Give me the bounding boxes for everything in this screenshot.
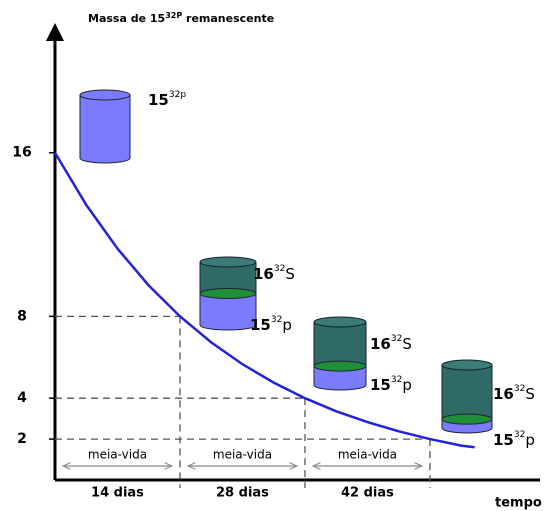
cylinder-p-top [199,288,257,299]
interval-label: meia-vida [213,448,272,462]
interval-time: 14 dias [91,486,144,501]
label-part: 32 [274,264,285,274]
sulfur-label: 1632S [493,384,535,403]
label-part: 15 [250,316,271,334]
label-part: p [402,376,412,394]
label-part: 32p [169,90,186,100]
label-part: 15 [370,376,391,394]
cylinder-p-top [441,413,493,425]
phosphorus-label: 1532p [370,375,412,394]
y-tick-label: 16 [12,145,31,161]
cylinder-p [313,365,367,391]
phosphorus-label: 1532p [148,90,186,109]
phosphorus-label: 1532p [250,315,292,334]
label-part: S [402,335,412,353]
cylinder-top [199,256,257,268]
y-axis-label: Massa de 1532P remanescente [88,11,274,26]
label-part: 16 [253,265,274,283]
label-part: 16 [370,335,391,353]
label-part: p [525,431,535,449]
cylinder-top [441,359,493,371]
interval-time: 28 dias [216,486,269,501]
label-part: 32 [514,384,525,394]
cylinder-top [313,316,367,328]
interval-label: meia-vida [88,448,147,462]
interval-label: meia-vida [338,448,397,462]
sulfur-label: 1632S [253,264,295,283]
label-part: 32 [271,315,282,325]
cylinder-p-top [79,89,131,101]
label-part: S [285,265,295,283]
y-tick-label: 4 [17,390,27,406]
phosphorus-label: 1532p [493,430,535,449]
y-tick-label: 2 [17,431,27,447]
sulfur-label: 1632S [370,334,412,353]
interval-time: 42 dias [341,486,394,501]
label-part: S [525,385,535,403]
y-tick-label: 8 [17,308,27,324]
label-part: 32 [391,334,402,344]
label-part: 15 [493,431,514,449]
decay-curve [53,152,475,449]
label-part: 16 [493,385,514,403]
label-part: 15 [148,91,169,109]
label-part: p [282,316,292,334]
label-part: 32 [391,375,402,385]
x-axis-label: tempo [495,496,542,511]
cylinder-p-top [313,360,367,372]
label-part: 32 [514,430,525,440]
cylinder-p [199,293,257,331]
cylinder-p [79,94,131,164]
